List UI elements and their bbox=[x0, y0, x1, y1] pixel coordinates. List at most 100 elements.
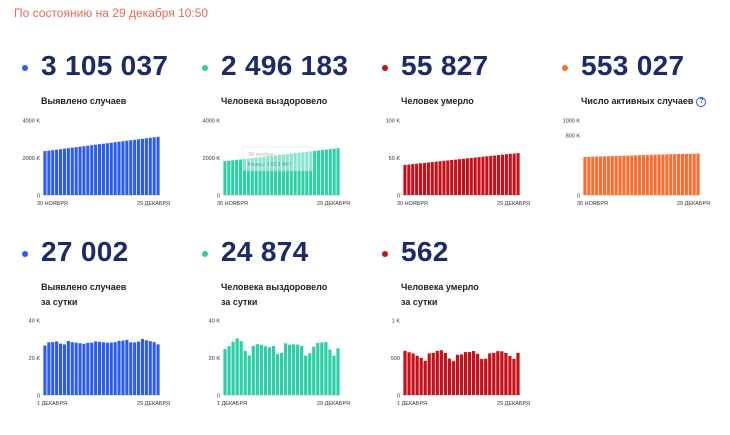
bar[interactable] bbox=[696, 153, 700, 195]
bar[interactable] bbox=[665, 154, 669, 195]
bar[interactable] bbox=[117, 340, 121, 395]
bar[interactable] bbox=[641, 155, 646, 195]
bar[interactable] bbox=[426, 162, 430, 195]
bar[interactable] bbox=[500, 351, 504, 395]
bar[interactable] bbox=[508, 153, 512, 195]
bar[interactable] bbox=[62, 344, 67, 395]
bar[interactable] bbox=[78, 146, 82, 195]
bar[interactable] bbox=[496, 155, 501, 195]
bar[interactable] bbox=[653, 154, 657, 195]
bar[interactable] bbox=[275, 354, 280, 395]
bar[interactable] bbox=[328, 349, 332, 395]
bar[interactable] bbox=[148, 137, 152, 195]
bar[interactable] bbox=[308, 353, 312, 395]
bar[interactable] bbox=[62, 148, 67, 195]
bar[interactable] bbox=[508, 356, 512, 395]
bar[interactable] bbox=[90, 342, 94, 395]
bar[interactable] bbox=[227, 160, 231, 195]
bar[interactable] bbox=[125, 140, 129, 195]
bar[interactable] bbox=[266, 156, 270, 195]
bar[interactable] bbox=[133, 139, 137, 195]
bar[interactable] bbox=[242, 158, 247, 195]
bar[interactable] bbox=[451, 361, 456, 395]
bar[interactable] bbox=[152, 137, 156, 195]
bar[interactable] bbox=[74, 342, 78, 395]
bar[interactable] bbox=[439, 350, 443, 395]
question-circle-icon[interactable]: ? bbox=[696, 96, 707, 107]
bar[interactable] bbox=[235, 338, 239, 395]
bar[interactable] bbox=[125, 339, 129, 395]
bar[interactable] bbox=[262, 156, 266, 195]
bar[interactable] bbox=[51, 150, 55, 195]
bar[interactable] bbox=[263, 346, 267, 395]
bar[interactable] bbox=[496, 351, 500, 395]
bar[interactable] bbox=[622, 155, 626, 195]
bar[interactable] bbox=[489, 155, 493, 195]
bar[interactable] bbox=[78, 343, 82, 395]
bar[interactable] bbox=[595, 156, 599, 195]
bar[interactable] bbox=[427, 353, 431, 395]
bar[interactable] bbox=[336, 148, 340, 195]
bar[interactable] bbox=[320, 149, 325, 195]
bar[interactable] bbox=[477, 157, 481, 195]
bar[interactable] bbox=[591, 156, 595, 195]
bar[interactable] bbox=[407, 164, 411, 195]
bar[interactable] bbox=[336, 348, 340, 395]
bar[interactable] bbox=[109, 142, 113, 195]
bar[interactable] bbox=[258, 157, 262, 195]
bar[interactable] bbox=[471, 351, 476, 395]
bar[interactable] bbox=[231, 160, 235, 195]
bar[interactable] bbox=[332, 355, 336, 395]
bar[interactable] bbox=[411, 353, 415, 395]
bar[interactable] bbox=[673, 154, 677, 195]
bar[interactable] bbox=[129, 342, 133, 395]
bar[interactable] bbox=[97, 341, 102, 395]
bar[interactable] bbox=[271, 346, 276, 395]
bar[interactable] bbox=[418, 163, 423, 195]
bar[interactable] bbox=[121, 141, 125, 195]
bar[interactable] bbox=[403, 164, 407, 195]
bar[interactable] bbox=[301, 152, 305, 195]
bar[interactable] bbox=[684, 153, 688, 195]
bar[interactable] bbox=[251, 345, 255, 395]
bar[interactable] bbox=[140, 138, 145, 195]
bar[interactable] bbox=[630, 155, 634, 195]
bar[interactable] bbox=[101, 143, 106, 195]
bar[interactable] bbox=[430, 162, 434, 195]
bar[interactable] bbox=[133, 342, 137, 396]
bar[interactable] bbox=[516, 352, 520, 395]
bar[interactable] bbox=[481, 156, 485, 195]
bar[interactable] bbox=[447, 358, 452, 395]
bar[interactable] bbox=[156, 136, 160, 195]
bar[interactable] bbox=[688, 153, 692, 195]
bar[interactable] bbox=[279, 352, 284, 395]
bar[interactable] bbox=[82, 343, 86, 395]
bar[interactable] bbox=[626, 155, 630, 195]
bar[interactable] bbox=[305, 151, 309, 195]
bar[interactable] bbox=[113, 142, 117, 195]
bar[interactable] bbox=[415, 355, 419, 395]
bar[interactable] bbox=[324, 149, 328, 195]
bar[interactable] bbox=[512, 358, 516, 395]
bar[interactable] bbox=[309, 151, 313, 195]
bar[interactable] bbox=[443, 353, 447, 395]
bar[interactable] bbox=[238, 159, 243, 195]
bar[interactable] bbox=[316, 150, 321, 195]
bar[interactable] bbox=[82, 146, 86, 195]
bar[interactable] bbox=[493, 155, 497, 195]
bar[interactable] bbox=[281, 154, 286, 195]
bar[interactable] bbox=[148, 341, 152, 395]
bar[interactable] bbox=[419, 357, 423, 395]
bar[interactable] bbox=[669, 154, 673, 195]
bar[interactable] bbox=[291, 344, 296, 395]
bar[interactable] bbox=[66, 148, 70, 195]
bar[interactable] bbox=[43, 345, 47, 396]
bar[interactable] bbox=[304, 355, 308, 395]
bar[interactable] bbox=[484, 358, 488, 395]
bar[interactable] bbox=[583, 156, 587, 195]
bar[interactable] bbox=[231, 341, 235, 395]
bar[interactable] bbox=[55, 149, 59, 195]
bar[interactable] bbox=[645, 154, 649, 195]
bar[interactable] bbox=[473, 157, 477, 196]
bar[interactable] bbox=[287, 344, 292, 395]
